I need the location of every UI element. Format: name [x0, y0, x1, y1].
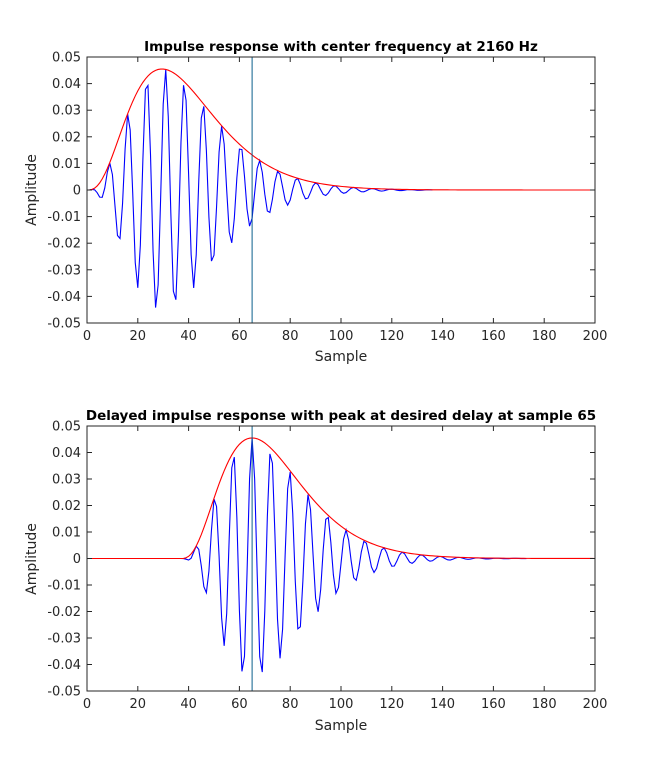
x-tick-label: 100	[329, 697, 354, 712]
top-plot-xlabel: Sample	[315, 349, 368, 365]
x-tick-label: 140	[430, 329, 455, 344]
top-plot-ylabel: Amplitude	[24, 154, 40, 226]
y-tick-label: 0	[73, 552, 81, 567]
x-tick-label: 120	[379, 697, 404, 712]
envelope-line	[87, 437, 596, 560]
x-tick-label: 0	[83, 329, 91, 344]
impulse-response-line	[180, 437, 527, 673]
bottom-plot-ylabel: Amplitude	[24, 523, 40, 595]
y-tick-label: -0.02	[47, 605, 81, 620]
x-tick-label: 80	[282, 697, 299, 712]
envelope-line	[86, 68, 596, 191]
x-tick-label: 120	[379, 329, 404, 344]
y-tick-label: -0.01	[47, 210, 81, 225]
y-tick-label: 0.03	[52, 104, 81, 119]
x-tick-label: 200	[583, 329, 608, 344]
y-tick-label: 0.02	[52, 130, 81, 145]
y-tick-label: 0	[73, 184, 81, 199]
y-tick-label: 0.01	[52, 526, 81, 541]
y-tick-label: -0.05	[47, 685, 81, 700]
x-tick-label: 40	[180, 697, 197, 712]
y-tick-label: -0.03	[47, 263, 81, 278]
x-tick-label: 160	[481, 697, 506, 712]
bottom-plot: Delayed impulse response with peak at de…	[24, 408, 607, 734]
y-tick-label: 0.04	[52, 446, 81, 461]
x-tick-label: 60	[231, 329, 248, 344]
bottom-plot-xlabel: Sample	[315, 718, 368, 734]
x-tick-label: 20	[130, 329, 147, 344]
y-tick-label: -0.04	[47, 290, 81, 305]
y-tick-label: -0.01	[47, 579, 81, 594]
y-tick-label: 0.03	[52, 473, 81, 488]
x-tick-label: 200	[583, 697, 608, 712]
top-plot: Impulse response with center frequency a…	[24, 39, 607, 365]
x-tick-label: 180	[532, 329, 557, 344]
bottom-plot-title: Delayed impulse response with peak at de…	[86, 408, 596, 424]
x-tick-label: 160	[481, 329, 506, 344]
y-tick-label: -0.05	[47, 317, 81, 332]
x-tick-label: 0	[83, 697, 91, 712]
y-tick-label: 0.04	[52, 77, 81, 92]
y-tick-label: -0.02	[47, 237, 81, 252]
y-tick-label: 0.02	[52, 499, 81, 514]
x-tick-label: 80	[282, 329, 299, 344]
x-tick-label: 40	[180, 329, 197, 344]
x-tick-label: 60	[231, 697, 248, 712]
y-tick-label: 0.05	[52, 420, 81, 435]
x-tick-label: 20	[130, 697, 147, 712]
y-tick-label: 0.05	[52, 51, 81, 66]
x-tick-label: 100	[329, 329, 354, 344]
y-tick-label: 0.01	[52, 157, 81, 172]
x-tick-label: 180	[532, 697, 557, 712]
top-plot-title: Impulse response with center frequency a…	[144, 39, 538, 55]
y-tick-label: -0.04	[47, 658, 81, 673]
x-tick-label: 140	[430, 697, 455, 712]
y-tick-label: -0.03	[47, 632, 81, 647]
